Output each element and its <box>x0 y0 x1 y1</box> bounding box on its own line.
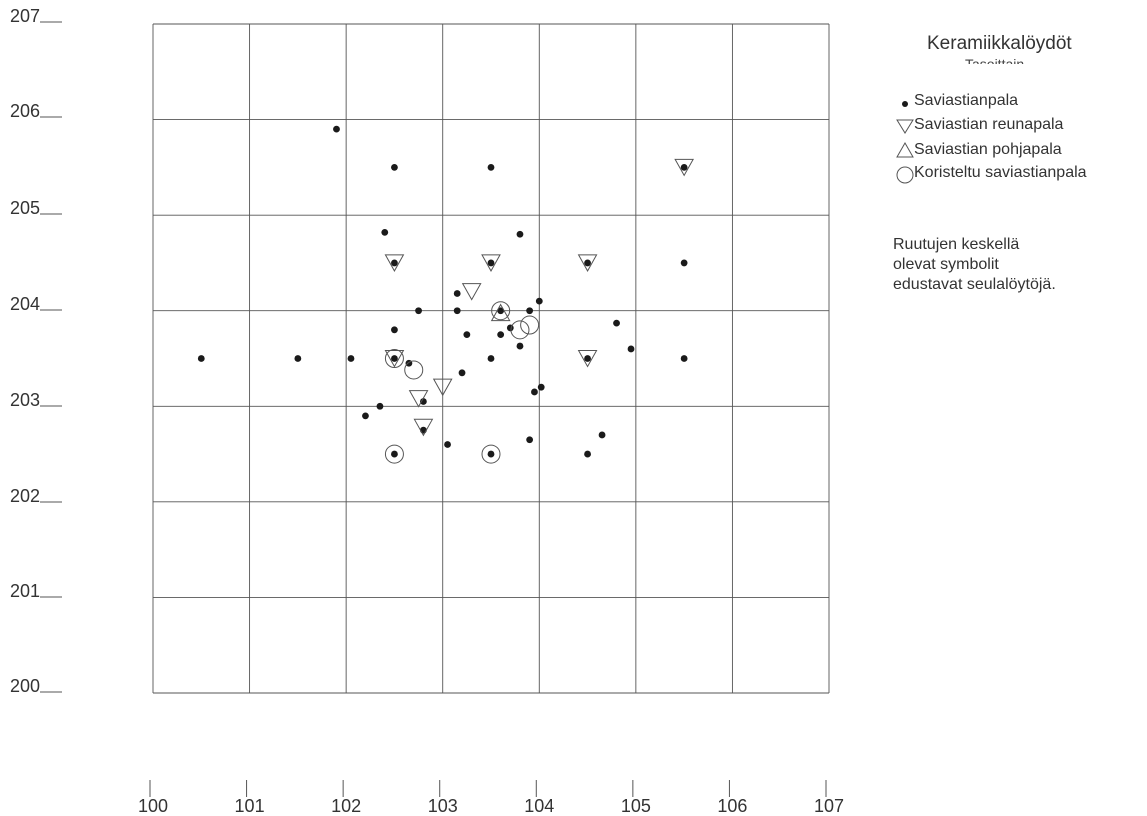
y-tick-label: 202 <box>10 486 40 506</box>
note-line: edustavat seulalöytöjä. <box>893 276 1056 293</box>
triangle-down-marker <box>481 254 501 272</box>
circle-marker <box>520 315 540 335</box>
dot-marker <box>584 450 591 458</box>
dot-marker <box>381 228 389 236</box>
x-tick-label: 102 <box>331 796 361 816</box>
circle-icon <box>896 166 914 184</box>
dot-marker <box>526 307 534 315</box>
triangle-down-marker <box>577 254 598 272</box>
triangle-down-marker <box>408 390 429 408</box>
dot-marker <box>294 355 302 362</box>
x-tick-label: 105 <box>621 796 651 816</box>
circle-marker <box>491 301 511 321</box>
dot-marker <box>487 259 495 267</box>
dot-marker <box>415 307 422 315</box>
dot-marker <box>526 436 534 444</box>
dot-marker <box>516 230 524 238</box>
dot-marker <box>444 441 451 448</box>
triangle-down-marker <box>461 283 482 301</box>
y-tick-label: 207 <box>10 6 40 26</box>
legend-label: Saviastian reunapala <box>914 116 1064 133</box>
note-text: Ruutujen keskellä olevat symbolit edusta… <box>893 235 1056 295</box>
triangle-down-marker <box>384 254 405 272</box>
dot-marker <box>453 290 461 297</box>
grid-lines <box>152 23 830 694</box>
dot-marker <box>362 412 369 420</box>
dot-marker <box>506 324 514 332</box>
dot-marker <box>598 431 606 439</box>
y-axis-ticks: 207 206 205 204 203 202 201 200 <box>10 6 62 696</box>
circle-marker <box>384 444 404 464</box>
triangle-down-marker <box>384 350 405 368</box>
dot-marker <box>197 355 205 362</box>
note-line: olevat symbolit <box>893 256 999 273</box>
dot-marker <box>347 355 355 362</box>
x-tick-label: 101 <box>235 796 265 816</box>
dot-marker <box>391 163 398 171</box>
dot-icon <box>902 101 908 107</box>
circle-marker <box>481 444 501 464</box>
dot-marker <box>584 259 591 267</box>
dot-marker <box>531 388 538 396</box>
triangle-down-icon <box>896 119 914 134</box>
y-tick-label: 203 <box>10 390 40 410</box>
dot-marker <box>613 319 620 327</box>
triangle-down-marker <box>674 158 694 177</box>
circle-marker <box>510 320 530 340</box>
dot-marker <box>333 125 340 133</box>
legend-label: Saviastianpala <box>914 92 1019 109</box>
legend-subtitle: Tasoittain <box>965 56 1025 64</box>
dot-marker <box>537 383 545 391</box>
dot-marker <box>391 259 398 267</box>
circle-marker <box>384 349 404 368</box>
dot-marker <box>391 326 398 334</box>
data-points <box>197 125 694 464</box>
dot-marker <box>516 342 524 350</box>
triangle-down-marker <box>413 418 434 437</box>
dot-marker <box>535 297 543 305</box>
triangle-up-marker <box>490 303 511 322</box>
dot-marker <box>487 355 495 362</box>
dot-marker <box>376 402 384 410</box>
dot-marker <box>680 163 688 171</box>
y-tick-label: 201 <box>10 581 40 601</box>
dot-marker <box>680 355 688 362</box>
dot-marker <box>627 345 635 353</box>
legend-title: Keramiikkalöydöt <box>927 33 1072 54</box>
y-tick-label: 204 <box>10 294 40 314</box>
dot-marker <box>497 307 505 315</box>
x-tick-label: 100 <box>138 796 168 816</box>
triangle-up-icon <box>896 141 914 158</box>
y-tick-label: 206 <box>10 101 40 121</box>
triangle-down-marker <box>577 350 598 368</box>
x-axis-ticks: 100 101 102 103 104 105 106 107 <box>138 780 844 816</box>
dot-marker <box>420 398 427 405</box>
x-tick-label: 107 <box>814 796 844 816</box>
dot-marker <box>584 355 591 362</box>
note-line: Ruutujen keskellä <box>893 236 1020 253</box>
dot-marker <box>680 259 688 267</box>
x-tick-label: 103 <box>428 796 458 816</box>
dot-marker <box>391 450 398 458</box>
dot-marker <box>458 369 466 377</box>
dot-marker <box>463 331 471 339</box>
dot-marker <box>391 355 398 362</box>
dot-marker <box>487 450 495 458</box>
y-tick-label: 205 <box>10 198 40 218</box>
dot-marker <box>453 307 461 315</box>
x-tick-label: 106 <box>717 796 747 816</box>
legend-label: Saviastian pohjapala <box>914 141 1062 158</box>
triangle-down-marker <box>432 378 453 397</box>
y-tick-label: 200 <box>10 676 40 696</box>
x-tick-label: 104 <box>524 796 554 816</box>
dot-marker <box>487 163 495 171</box>
dot-marker <box>497 331 505 339</box>
circle-marker <box>404 360 424 380</box>
legend-label: Koristeltu saviastianpala <box>914 164 1087 181</box>
